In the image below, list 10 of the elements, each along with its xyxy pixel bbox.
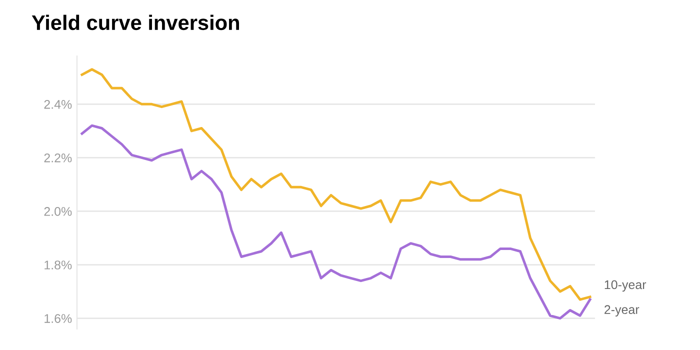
y-tick-label: 2.0% [44, 207, 72, 216]
series-label: 10-year [604, 280, 646, 292]
y-tick-label: 1.8% [44, 260, 72, 270]
y-tick-label: 2.2% [44, 154, 72, 162]
chart-title: Yield curve inversion [32, 14, 240, 30]
y-tick-label: 1.6% [44, 314, 72, 323]
series-label: 2-year [604, 305, 640, 316]
y-tick-label: 2.4% [44, 100, 72, 109]
line-series [80, 68, 592, 301]
line-series [80, 124, 592, 320]
